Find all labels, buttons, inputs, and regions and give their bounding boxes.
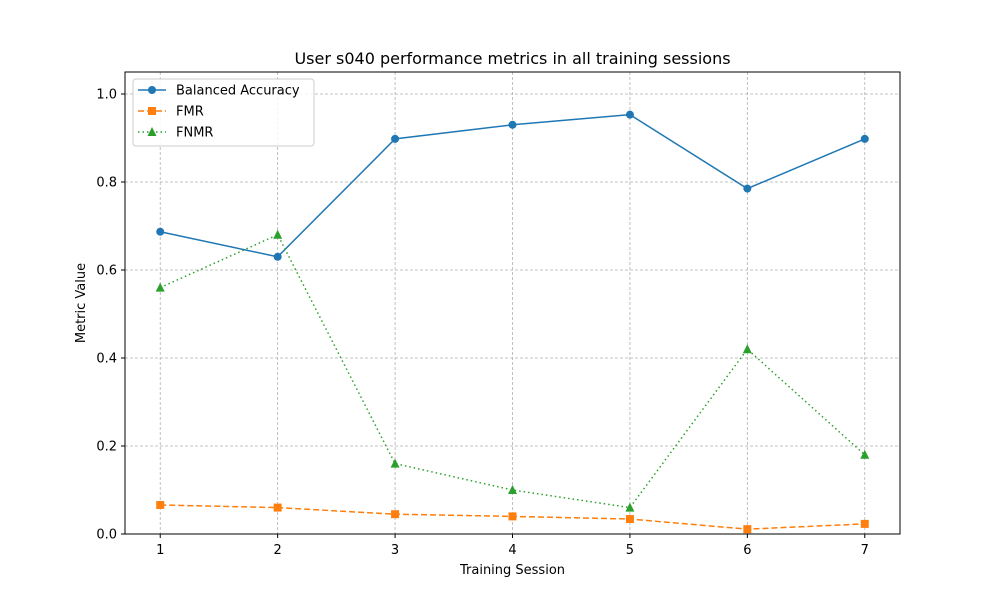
series-balanced-accuracy xyxy=(156,110,869,261)
data-point xyxy=(508,485,517,494)
data-point xyxy=(742,344,752,354)
data-point xyxy=(391,510,400,519)
data-point xyxy=(625,110,634,119)
data-point xyxy=(156,227,165,236)
data-point xyxy=(156,500,165,509)
grid-lines xyxy=(125,72,900,535)
x-tick-label: 3 xyxy=(391,543,399,558)
data-point xyxy=(743,184,752,193)
x-tick-label: 5 xyxy=(626,543,634,558)
series-fmr xyxy=(156,500,869,534)
data-point xyxy=(860,134,869,143)
legend-item: FNMR xyxy=(138,126,213,141)
data-point xyxy=(625,515,634,524)
legend-label: Balanced Accuracy xyxy=(176,84,300,99)
x-tick-label: 6 xyxy=(743,543,751,558)
y-axis-title: Metric Value xyxy=(74,263,89,343)
series-group xyxy=(155,110,870,534)
data-point xyxy=(508,512,517,521)
legend-marker xyxy=(148,86,156,94)
data-point xyxy=(155,282,165,292)
data-point xyxy=(273,503,282,512)
y-tick-label: 0.2 xyxy=(96,440,117,455)
legend: Balanced Accuracy FMR FNMR xyxy=(132,78,315,147)
y-tick-label: 0.6 xyxy=(96,264,117,279)
legend-item: FMR xyxy=(138,105,204,120)
legend-box xyxy=(132,78,315,147)
y-axis: 0.0 0.2 0.4 0.6 0.8 1.0 xyxy=(96,88,125,543)
x-axis-title: Training Session xyxy=(459,563,565,578)
x-tick-label: 1 xyxy=(156,543,164,558)
data-point xyxy=(508,120,517,129)
data-point xyxy=(273,229,283,239)
y-tick-label: 0.4 xyxy=(96,352,117,367)
x-tick-label: 7 xyxy=(861,543,869,558)
data-point xyxy=(391,134,400,143)
x-tick-label: 2 xyxy=(274,543,282,558)
legend-label: FMR xyxy=(176,105,204,120)
legend-marker xyxy=(148,107,156,115)
y-tick-label: 0.8 xyxy=(96,176,117,191)
data-point xyxy=(273,252,282,261)
legend-label: FNMR xyxy=(176,126,213,141)
series-fnmr xyxy=(155,229,870,512)
legend-item: Balanced Accuracy xyxy=(138,84,300,99)
data-point xyxy=(390,458,400,468)
series-line-fnmr xyxy=(159,233,866,509)
y-tick-label: 1.0 xyxy=(96,88,117,103)
data-point xyxy=(860,519,869,528)
x-axis: 1 2 3 4 5 6 7 xyxy=(156,534,869,558)
data-point xyxy=(860,449,870,459)
x-tick-label: 4 xyxy=(508,543,516,558)
legend-marker xyxy=(147,127,157,136)
y-tick-label: 0.0 xyxy=(96,528,117,543)
data-point xyxy=(743,525,752,534)
chart-title: User s040 performance metrics in all tra… xyxy=(294,49,730,68)
data-point xyxy=(625,502,635,512)
